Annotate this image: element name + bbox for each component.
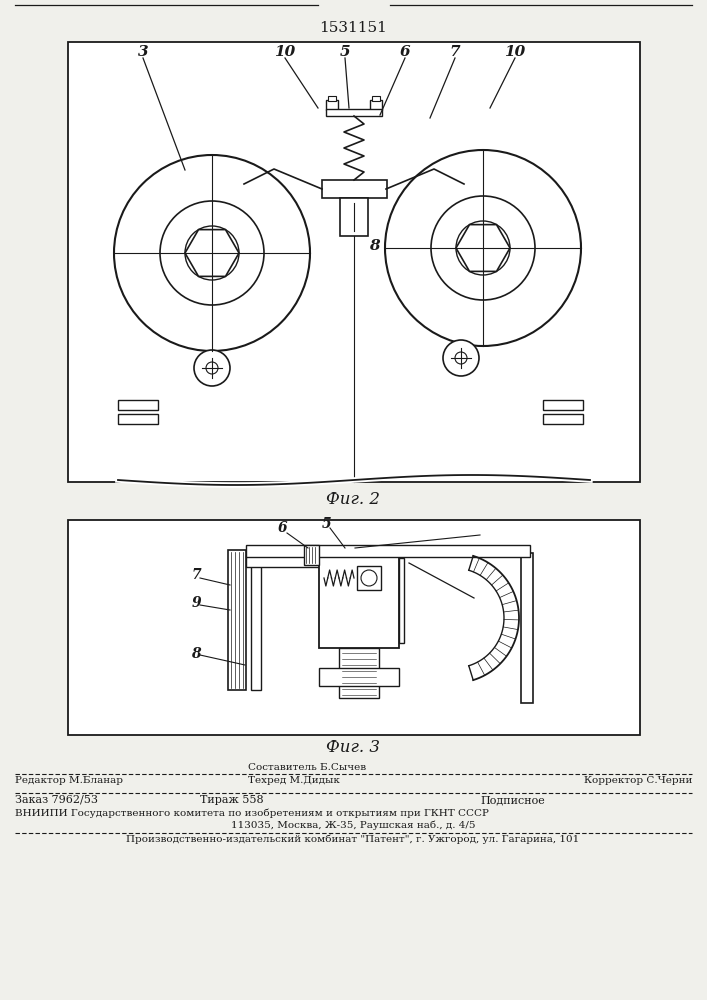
Bar (340, 198, 368, 236)
Bar (118, 400, 158, 410)
Text: 5: 5 (339, 45, 350, 59)
Bar (370, 100, 382, 110)
Circle shape (114, 155, 310, 351)
Text: 3: 3 (138, 45, 148, 59)
Bar (399, 558, 404, 643)
Text: 9: 9 (191, 596, 201, 610)
Bar (246, 555, 334, 567)
Circle shape (160, 201, 264, 305)
Bar (521, 553, 533, 703)
Text: Тираж 558: Тираж 558 (200, 795, 264, 805)
Text: 6: 6 (399, 45, 410, 59)
Bar (319, 668, 399, 686)
Text: Фиг. 3: Фиг. 3 (326, 740, 380, 756)
Bar (543, 400, 583, 410)
Text: 1531151: 1531151 (319, 21, 387, 35)
Text: Корректор С.Черни: Корректор С.Черни (583, 776, 692, 785)
Bar (251, 565, 261, 690)
Text: Техред М.Дидык: Техред М.Дидык (248, 776, 340, 785)
Bar (326, 100, 338, 110)
Text: 10: 10 (274, 45, 296, 59)
Bar (357, 566, 381, 590)
Text: Производственно-издательский комбинат "Патент", г. Ужгород, ул. Гагарина, 101: Производственно-издательский комбинат "П… (127, 835, 580, 844)
Circle shape (443, 340, 479, 376)
Text: 113035, Москва, Ж-35, Раушская наб., д. 4/5: 113035, Москва, Ж-35, Раушская наб., д. … (230, 820, 475, 830)
Bar (339, 648, 379, 698)
Text: 8: 8 (191, 647, 201, 661)
Text: Редактор М.Бланар: Редактор М.Бланар (15, 776, 123, 785)
Bar (228, 550, 246, 690)
Bar (68, 42, 640, 482)
Text: Заказ 7962/53: Заказ 7962/53 (15, 795, 98, 805)
Circle shape (206, 362, 218, 374)
Text: Фиг. 2: Фиг. 2 (326, 491, 380, 508)
Polygon shape (185, 230, 239, 276)
Circle shape (385, 150, 581, 346)
Circle shape (455, 352, 467, 364)
Text: 7: 7 (191, 568, 201, 582)
Bar (322, 180, 387, 198)
Text: 6: 6 (277, 521, 287, 535)
Polygon shape (456, 225, 510, 271)
Bar (543, 414, 583, 424)
Bar (118, 414, 158, 424)
Text: 7: 7 (450, 45, 460, 59)
Bar (372, 96, 380, 101)
Circle shape (185, 226, 239, 280)
Bar (328, 96, 336, 101)
Circle shape (431, 196, 535, 300)
Bar (246, 545, 530, 557)
Text: Подписное: Подписное (480, 795, 545, 805)
Circle shape (361, 570, 377, 586)
Circle shape (194, 350, 230, 386)
Circle shape (456, 221, 510, 275)
Bar (319, 548, 399, 648)
Text: Составитель Б.Сычев: Составитель Б.Сычев (248, 763, 366, 772)
Text: 8: 8 (368, 239, 380, 253)
Bar (304, 545, 319, 565)
Text: 5: 5 (322, 517, 332, 531)
Text: 10: 10 (504, 45, 525, 59)
Text: ВНИИПИ Государственного комитета по изобретениям и открытиям при ГКНТ СССР: ВНИИПИ Государственного комитета по изоб… (15, 808, 489, 818)
Bar (68, 520, 640, 735)
Bar (326, 109, 382, 116)
